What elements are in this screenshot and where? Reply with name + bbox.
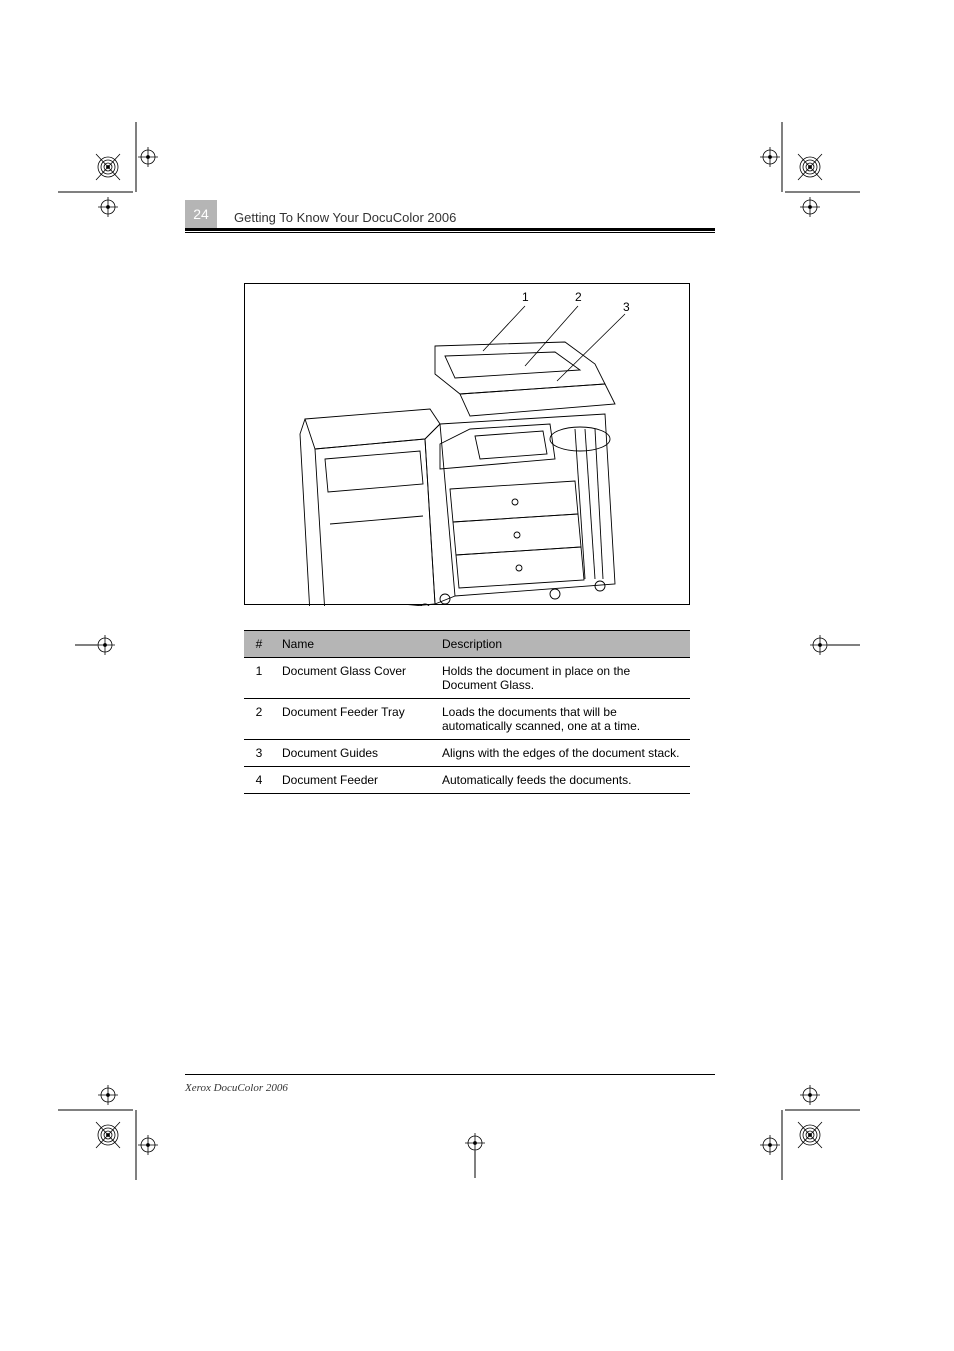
regmark-bot-center <box>455 1128 495 1178</box>
figure-frame: 1 2 3 <box>244 283 690 605</box>
table-row: 3 Document Guides Aligns with the edges … <box>244 740 690 767</box>
table-row: 2 Document Feeder Tray Loads the documen… <box>244 699 690 740</box>
header-rule-thin <box>185 232 715 233</box>
cell-name: Document Glass Cover <box>274 658 434 699</box>
page: 24 Getting To Know Your DocuColor 2006 <box>0 0 954 1351</box>
cell-num: 1 <box>244 658 274 699</box>
regmark-bot-left <box>58 1060 178 1180</box>
footer-text: Xerox DocuColor 2006 <box>185 1082 288 1094</box>
header-title: Getting To Know Your DocuColor 2006 <box>234 210 456 225</box>
cell-name: Document Feeder <box>274 767 434 794</box>
table-header-row: # Name Description <box>244 631 690 658</box>
callout-1: 1 <box>522 290 529 304</box>
regmark-top-left <box>58 122 178 242</box>
cell-desc: Holds the document in place on the Docum… <box>434 658 690 699</box>
table-row: 1 Document Glass Cover Holds the documen… <box>244 658 690 699</box>
callout-3: 3 <box>623 300 630 314</box>
cell-desc: Aligns with the edges of the document st… <box>434 740 690 767</box>
cell-num: 3 <box>244 740 274 767</box>
col-header-num: # <box>244 631 274 658</box>
cell-desc: Loads the documents that will be automat… <box>434 699 690 740</box>
col-header-desc: Description <box>434 631 690 658</box>
cell-desc: Automatically feeds the documents. <box>434 767 690 794</box>
regmark-right-mid <box>800 625 860 665</box>
header-rule <box>185 228 715 231</box>
regmark-bot-right <box>740 1060 860 1180</box>
table-row: 4 Document Feeder Automatically feeds th… <box>244 767 690 794</box>
parts-table: # Name Description 1 Document Glass Cove… <box>244 630 690 794</box>
regmark-top-right <box>740 122 860 242</box>
regmark-left-mid <box>75 625 125 665</box>
page-number-box: 24 <box>185 200 217 228</box>
cell-name: Document Guides <box>274 740 434 767</box>
col-header-name: Name <box>274 631 434 658</box>
cell-num: 4 <box>244 767 274 794</box>
footer-rule <box>185 1074 715 1075</box>
cell-num: 2 <box>244 699 274 740</box>
figure-illustration <box>245 284 691 606</box>
callout-2: 2 <box>575 290 582 304</box>
cell-name: Document Feeder Tray <box>274 699 434 740</box>
